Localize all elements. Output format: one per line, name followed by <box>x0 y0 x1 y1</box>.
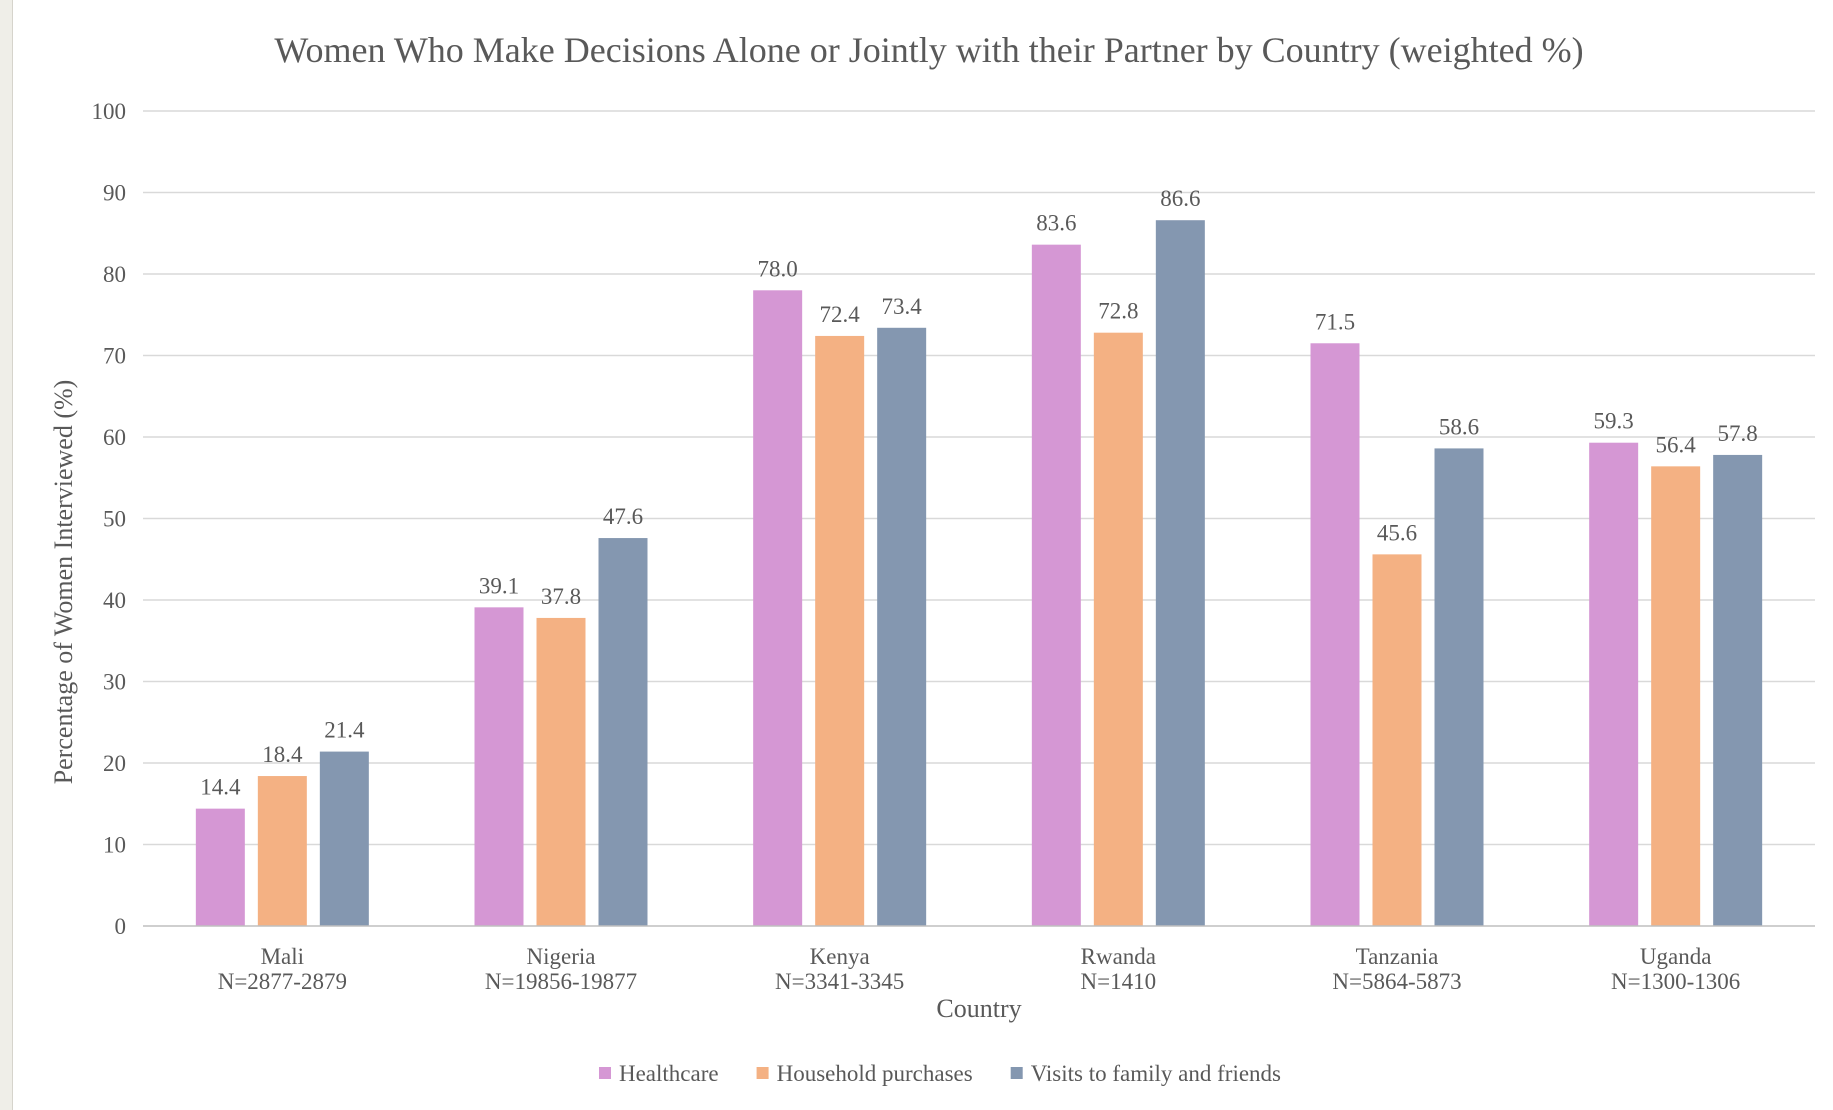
data-label-kenya-0: 78.0 <box>758 256 798 281</box>
data-label-kenya-2: 73.4 <box>882 294 923 319</box>
y-tick-label-10: 10 <box>103 833 126 858</box>
bar-mali-visits-to-family-and-friends <box>319 751 369 926</box>
bar-uganda-household-purchases <box>1651 466 1701 926</box>
data-label-uganda-2: 57.8 <box>1718 421 1758 446</box>
bar-tanzania-visits-to-family-and-friends <box>1434 448 1484 926</box>
bars <box>195 220 1763 926</box>
bar-kenya-healthcare <box>753 290 803 926</box>
data-label-uganda-0: 59.3 <box>1594 409 1634 434</box>
y-tick-label-0: 0 <box>115 914 127 939</box>
y-tick-label-40: 40 <box>103 588 126 613</box>
category-label-rwanda: Rwanda <box>1081 944 1156 969</box>
category-label-nigeria: Nigeria <box>527 944 596 969</box>
bar-rwanda-healthcare <box>1031 244 1081 926</box>
legend-swatch-1 <box>756 1067 769 1079</box>
data-label-tanzania-2: 58.6 <box>1439 414 1479 439</box>
bar-tanzania-household-purchases <box>1372 554 1422 926</box>
data-label-rwanda-2: 86.6 <box>1160 186 1200 211</box>
y-axis-ticks: 0 10 20 30 40 50 60 70 80 90 100 <box>92 99 127 939</box>
category-label-tanzania: Tanzania <box>1356 944 1439 969</box>
category-n-mali: N=2877-2879 <box>218 969 347 994</box>
bar-uganda-healthcare <box>1589 442 1639 926</box>
category-n-tanzania: N=5864-5873 <box>1332 969 1461 994</box>
bar-kenya-visits-to-family-and-friends <box>877 327 927 926</box>
data-label-nigeria-2: 47.6 <box>603 504 643 529</box>
legend-label-1: Household purchases <box>777 1061 973 1086</box>
legend: Healthcare Household purchases Visits to f… <box>598 1061 1281 1086</box>
bar-tanzania-healthcare <box>1310 343 1360 926</box>
y-tick-label-70: 70 <box>103 344 126 369</box>
data-label-nigeria-1: 37.8 <box>541 584 581 609</box>
y-tick-label-80: 80 <box>103 262 126 287</box>
y-tick-label-20: 20 <box>103 751 126 776</box>
category-n-kenya: N=3341-3345 <box>775 969 904 994</box>
data-label-tanzania-0: 71.5 <box>1315 309 1355 334</box>
bar-mali-household-purchases <box>257 776 307 926</box>
y-tick-label-60: 60 <box>103 425 126 450</box>
bar-rwanda-household-purchases <box>1093 332 1143 926</box>
y-tick-label-30: 30 <box>103 670 126 695</box>
gridlines <box>143 110 1815 846</box>
bar-nigeria-household-purchases <box>536 617 586 926</box>
data-label-mali-2: 21.4 <box>324 718 365 743</box>
data-label-nigeria-0: 39.1 <box>479 573 519 598</box>
category-n-rwanda: N=1410 <box>1081 969 1157 994</box>
data-label-rwanda-1: 72.8 <box>1098 299 1138 324</box>
data-label-mali-1: 18.4 <box>262 742 303 767</box>
y-tick-label-90: 90 <box>103 181 126 206</box>
bar-uganda-visits-to-family-and-friends <box>1713 454 1763 926</box>
category-label-kenya: Kenya <box>810 944 870 969</box>
data-label-rwanda-0: 83.6 <box>1036 211 1076 236</box>
legend-swatch-0 <box>598 1067 611 1079</box>
bar-mali-healthcare <box>195 808 245 926</box>
x-axis-title: Country <box>936 994 1021 1023</box>
bar-rwanda-visits-to-family-and-friends <box>1155 220 1205 926</box>
bar-kenya-household-purchases <box>815 335 865 926</box>
chart-title: Women Who Make Decisions Alone or Jointl… <box>274 30 1583 70</box>
data-label-uganda-1: 56.4 <box>1656 432 1697 457</box>
legend-label-2: Visits to family and friends <box>1031 1061 1281 1086</box>
data-label-mali-0: 14.4 <box>200 775 241 800</box>
data-label-tanzania-1: 45.6 <box>1377 520 1417 545</box>
data-label-kenya-1: 72.4 <box>820 302 861 327</box>
category-label-mali: Mali <box>261 944 304 969</box>
legend-swatch-2 <box>1010 1067 1023 1079</box>
category-n-uganda: N=1300-1306 <box>1611 969 1740 994</box>
y-tick-label-50: 50 <box>103 507 126 532</box>
bar-nigeria-visits-to-family-and-friends <box>598 538 648 926</box>
category-label-uganda: Uganda <box>1640 944 1712 969</box>
category-n-nigeria: N=19856-19877 <box>485 969 637 994</box>
bar-nigeria-healthcare <box>474 607 524 926</box>
y-axis-title: Percentage of Women Interviewed (%) <box>49 380 78 785</box>
legend-label-0: Healthcare <box>619 1061 719 1086</box>
y-tick-label-100: 100 <box>92 99 127 124</box>
data-labels: 14.4 18.4 21.4 39.1 37.8 47.6 78.0 72.4 73.4 83.6… <box>200 186 1758 799</box>
